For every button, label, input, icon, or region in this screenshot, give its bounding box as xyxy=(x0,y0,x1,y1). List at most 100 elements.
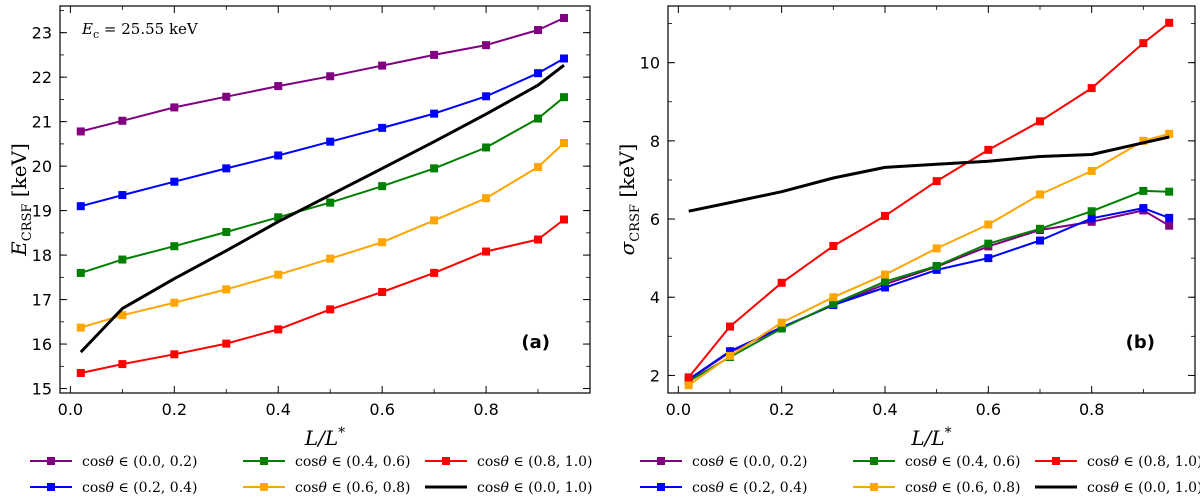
legend-item: cosθ ∈ (0.2, 0.4) xyxy=(30,480,198,496)
data-point xyxy=(274,325,283,334)
data-point xyxy=(1165,221,1174,230)
y-tick-label: 22 xyxy=(32,68,52,87)
series-line xyxy=(688,132,1170,387)
data-point xyxy=(378,123,387,132)
data-point xyxy=(984,254,993,263)
data-point xyxy=(326,198,335,207)
data-point xyxy=(726,347,734,356)
legend-label: cosθ ∈ (0.6, 0.8) xyxy=(905,480,1021,496)
legend-marker xyxy=(442,457,450,465)
data-point xyxy=(118,116,127,125)
y-tick-label: 2 xyxy=(650,366,660,385)
legend-label: cosθ ∈ (0.0, 1.0) xyxy=(477,480,593,496)
data-point xyxy=(1139,186,1148,195)
legend-item: cosθ ∈ (0.2, 0.4) xyxy=(640,480,808,496)
data-point xyxy=(430,50,439,59)
legend-item: cosθ ∈ (0.0, 0.2) xyxy=(640,454,808,470)
data-point xyxy=(170,103,179,112)
series-line xyxy=(688,189,1170,383)
data-point xyxy=(829,299,838,308)
legend-marker xyxy=(870,483,878,491)
data-point xyxy=(274,270,283,279)
x-tick-label: 0.2 xyxy=(769,400,794,419)
data-point xyxy=(777,324,786,333)
x-tick-label: 0.4 xyxy=(266,400,291,419)
y-tick-label: 20 xyxy=(32,157,52,176)
series-4 xyxy=(684,18,1174,382)
data-point xyxy=(560,14,569,23)
x-tick-label: 0.8 xyxy=(1079,400,1104,419)
data-point xyxy=(560,215,569,224)
data-point xyxy=(881,283,889,292)
y-tick-label: 6 xyxy=(650,210,660,229)
data-point xyxy=(222,92,231,101)
data-point xyxy=(430,164,439,173)
data-point xyxy=(1165,129,1174,138)
data-point xyxy=(829,293,838,302)
data-point xyxy=(222,164,231,173)
data-point xyxy=(118,360,127,369)
y-tick-label: 23 xyxy=(32,24,52,43)
x-tick-label: 0.6 xyxy=(369,400,394,419)
data-point xyxy=(932,244,941,253)
data-point xyxy=(1036,224,1044,233)
legend-label: cosθ ∈ (0.4, 0.6) xyxy=(905,454,1021,470)
data-point xyxy=(984,145,993,154)
data-point xyxy=(326,305,335,314)
legend-item: cosθ ∈ (0.0, 1.0) xyxy=(425,480,593,496)
series-line xyxy=(80,142,565,329)
data-point xyxy=(1036,190,1044,199)
x-tick-label: 0.6 xyxy=(976,400,1001,419)
data-point xyxy=(560,93,569,102)
series-line xyxy=(688,209,1170,381)
data-point xyxy=(881,277,889,286)
data-point xyxy=(984,220,993,229)
data-point xyxy=(378,238,387,247)
legend-marker xyxy=(47,483,55,491)
series-3 xyxy=(684,129,1174,390)
data-point xyxy=(430,109,439,118)
legend-label: cosθ ∈ (0.6, 0.8) xyxy=(295,480,411,496)
series-3 xyxy=(76,139,569,332)
data-point xyxy=(170,350,179,359)
y-tick-label: 19 xyxy=(32,202,52,221)
legend-label: cosθ ∈ (0.8, 1.0) xyxy=(1087,454,1200,470)
series-line xyxy=(79,64,565,354)
y-tick-label: 21 xyxy=(32,113,52,132)
panel-b-legend: cosθ ∈ (0.0, 0.2) cosθ ∈ (0.4, 0.6) cosθ ∈… xyxy=(640,454,1200,496)
data-point xyxy=(378,61,387,70)
legend-marker xyxy=(260,483,268,491)
legend-label: cosθ ∈ (0.8, 1.0) xyxy=(477,454,593,470)
data-point xyxy=(932,261,941,270)
data-point xyxy=(482,143,491,152)
data-point xyxy=(222,339,231,348)
y-tick-label: 17 xyxy=(32,291,52,310)
data-point xyxy=(1139,39,1148,48)
legend-marker xyxy=(260,457,268,465)
legend-label: cosθ ∈ (0.4, 0.6) xyxy=(295,454,411,470)
data-point xyxy=(881,211,889,220)
x-tick-label: 0.0 xyxy=(58,400,83,419)
legend-item: cosθ ∈ (0.8, 1.0) xyxy=(1035,454,1200,470)
data-point xyxy=(684,373,693,382)
data-point xyxy=(1139,136,1148,145)
y-tick-label: 8 xyxy=(650,132,660,151)
x-tick-label: 0.0 xyxy=(666,400,691,419)
data-point xyxy=(274,213,283,222)
data-point xyxy=(1165,213,1174,222)
panel-b-width-chart: 0.0 0.2 0.4 0.6 0.8 2 4 6 8 10 L/L* σCRSF [keV] (b) xyxy=(615,5,1196,450)
data-point xyxy=(326,254,335,263)
data-point xyxy=(1036,117,1044,126)
data-point xyxy=(482,92,491,101)
series-line xyxy=(80,96,565,274)
data-point xyxy=(534,26,543,35)
y-axis-label: σCRSF [keV] xyxy=(615,144,643,256)
data-point xyxy=(430,216,439,225)
series-line xyxy=(80,57,565,208)
data-point xyxy=(777,318,786,327)
data-point xyxy=(829,242,838,251)
legend-item: cosθ ∈ (0.0, 1.0) xyxy=(1035,480,1200,496)
x-tick-label: 0.4 xyxy=(872,400,897,419)
data-point xyxy=(274,151,283,160)
